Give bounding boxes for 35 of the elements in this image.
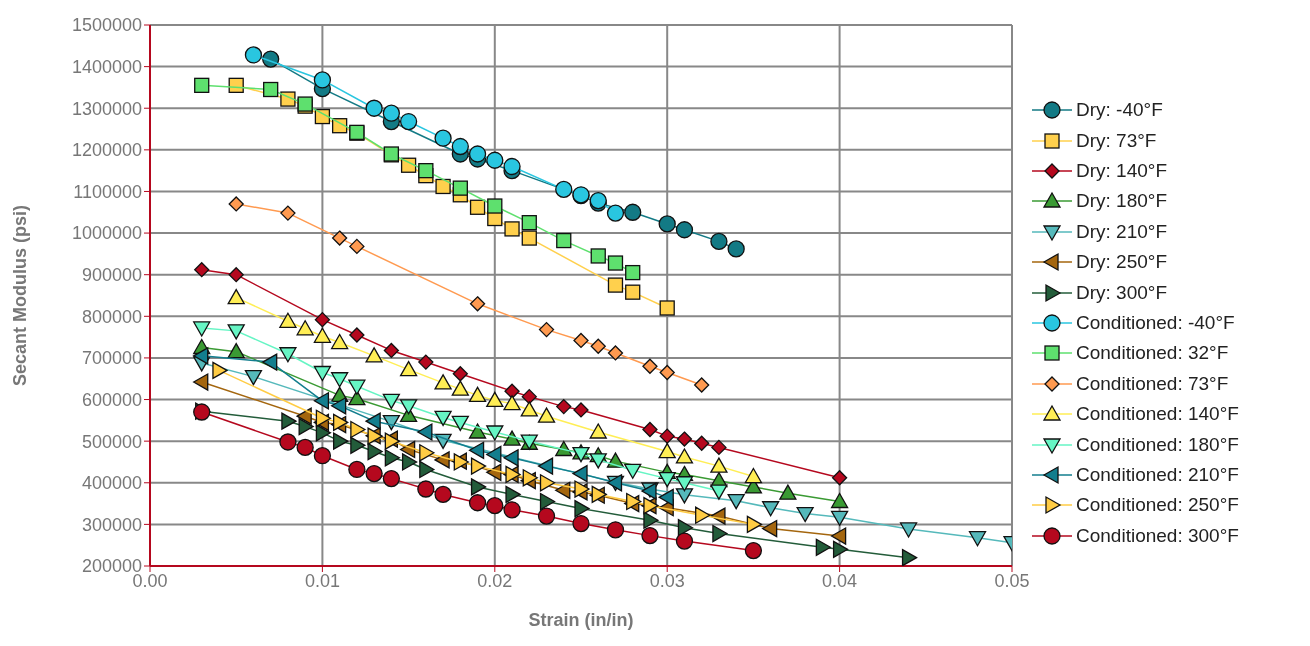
x-tick-label: 0.01: [304, 570, 340, 591]
legend-label: Dry: 250°F: [1076, 251, 1168, 274]
x-axis-title: Strain (in/in): [528, 610, 634, 630]
legend-label: Conditioned: 300°F: [1076, 524, 1239, 547]
legend-label: Dry: 140°F: [1076, 160, 1168, 183]
x-tick-label: 0.02: [477, 570, 513, 591]
legend-label: Conditioned: 180°F: [1076, 433, 1239, 456]
legend-label: Dry: 210°F: [1076, 220, 1168, 243]
y-tick-label: 300000: [81, 514, 142, 535]
x-tick-label: 0.04: [822, 570, 858, 591]
legend-label: Dry: 300°F: [1076, 281, 1168, 304]
y-tick-label: 400000: [81, 473, 142, 494]
legend-label: Dry: -40°F: [1076, 99, 1163, 122]
legend-label: Conditioned: 250°F: [1076, 494, 1239, 517]
y-tick-label: 600000: [81, 389, 142, 410]
y-tick-label: 800000: [81, 306, 142, 327]
legend-label: Conditioned: 32°F: [1076, 342, 1229, 365]
legend-label: Dry: 180°F: [1076, 190, 1168, 213]
y-axis-title: Secant Modulus (psi): [10, 204, 31, 387]
y-tick-label: 500000: [81, 431, 142, 452]
y-tick-label: 1100000: [73, 181, 142, 202]
legend-label: Conditioned: 210°F: [1076, 463, 1239, 486]
y-tick-label: 1200000: [71, 140, 142, 161]
y-tick-label: 1400000: [71, 57, 142, 78]
y-tick-label: 700000: [81, 348, 142, 369]
legend-label: Conditioned: 73°F: [1076, 372, 1229, 395]
y-tick-label: 1500000: [71, 15, 142, 36]
x-tick-label: 0.05: [994, 570, 1030, 591]
y-tick-label: 1300000: [71, 98, 142, 119]
y-tick-label: 1000000: [71, 223, 142, 244]
legend-label: Dry: 73°F: [1076, 129, 1157, 152]
legend-label: Conditioned: -40°F: [1076, 311, 1235, 334]
legend-label: Conditioned: 140°F: [1076, 403, 1239, 426]
y-tick-label: 900000: [81, 265, 142, 286]
x-tick-label: 0.03: [649, 570, 685, 591]
